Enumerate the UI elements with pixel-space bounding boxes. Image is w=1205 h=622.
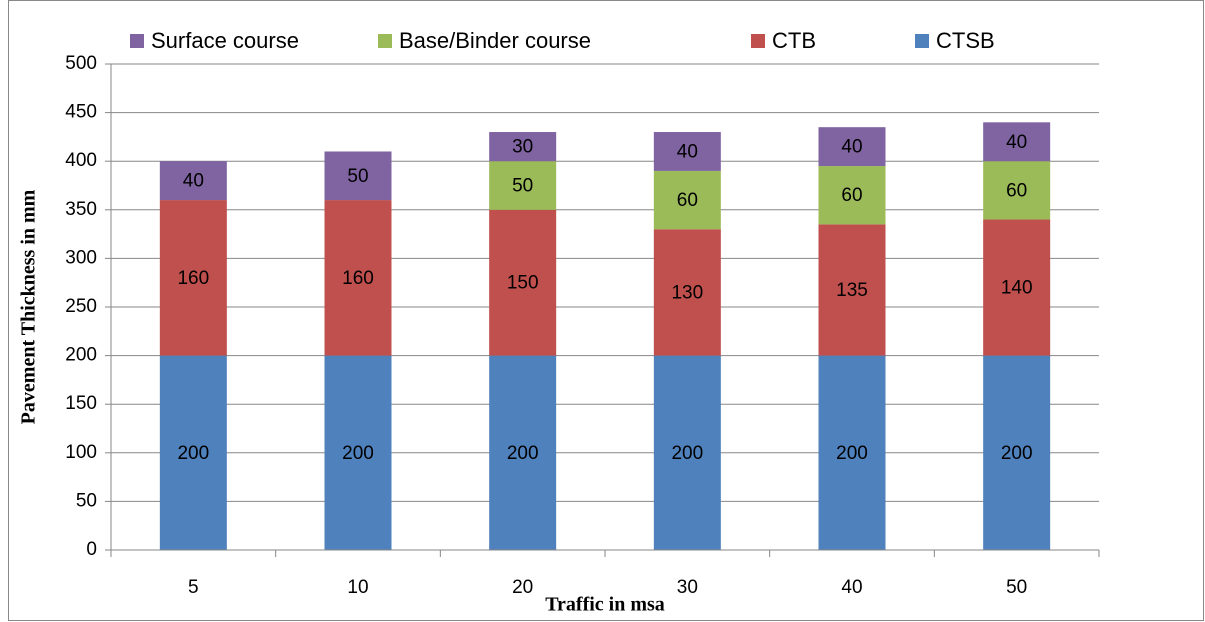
legend-swatch: [130, 34, 144, 48]
data-label: 160: [177, 268, 209, 289]
bar-segment: [983, 219, 1051, 356]
bar-segment: [159, 161, 227, 201]
bar-segment: [159, 355, 227, 550]
x-tick-label: 10: [347, 577, 368, 598]
data-label: 150: [507, 273, 539, 294]
legend-label: Surface course: [151, 28, 299, 53]
bar-segment: [818, 166, 886, 225]
legend-label: Base/Binder course: [399, 28, 591, 53]
y-tick-label: 500: [65, 53, 97, 74]
legend-swatch: [751, 34, 765, 48]
x-tick-label: 30: [677, 577, 698, 598]
x-tick-label: 40: [841, 577, 862, 598]
y-axis-title: Pavement Thickness in mm: [18, 189, 40, 424]
data-label: 160: [342, 268, 374, 289]
chart-border: [8, 0, 1204, 621]
legend-swatch: [915, 34, 929, 48]
data-label: 200: [836, 443, 868, 464]
y-tick-label: 100: [65, 442, 97, 463]
bar-segment: [818, 355, 886, 550]
data-label: 40: [1006, 132, 1027, 153]
bar-segment: [983, 355, 1051, 550]
y-tick-label: 200: [65, 345, 97, 366]
bar-segment: [324, 151, 392, 201]
bar-segment: [983, 122, 1051, 162]
y-tick-label: 50: [76, 490, 97, 511]
data-label: 130: [671, 282, 703, 303]
bar-segment: [489, 209, 557, 356]
y-tick-label: 350: [65, 199, 97, 220]
bar-segment: [653, 170, 721, 230]
bar-segment: [324, 355, 392, 550]
x-axis-title: Traffic in msa: [545, 594, 665, 616]
y-tick-label: 150: [65, 393, 97, 414]
y-tick-label: 250: [65, 296, 97, 317]
legend-swatch: [378, 34, 392, 48]
bar-segment: [983, 161, 1051, 220]
data-label: 40: [183, 171, 204, 192]
bar-segment: [818, 127, 886, 167]
bar-segment: [653, 132, 721, 171]
data-label: 50: [347, 166, 368, 187]
bar-segment: [489, 355, 557, 550]
data-label: 200: [177, 443, 209, 464]
data-label: 135: [836, 280, 868, 301]
x-tick-label: 5: [188, 577, 199, 598]
data-label: 200: [507, 443, 539, 464]
bar-segment: [653, 355, 721, 550]
y-tick-label: 300: [65, 247, 97, 268]
data-label: 50: [512, 176, 533, 197]
legend-label: CTB: [772, 28, 816, 53]
y-tick-label: 400: [65, 150, 97, 171]
legend-label: CTSB: [936, 28, 995, 53]
data-label: 200: [1001, 443, 1033, 464]
data-label: 200: [671, 443, 703, 464]
bar-segment: [818, 224, 886, 356]
y-tick-label: 0: [86, 539, 97, 560]
data-label: 40: [841, 137, 862, 158]
bar-segment: [653, 229, 721, 356]
bar-segment: [159, 200, 227, 356]
bar-segment: [324, 200, 392, 356]
x-tick-label: 50: [1006, 577, 1027, 598]
data-label: 60: [841, 185, 862, 206]
bar-segment: [489, 132, 557, 162]
y-tick-label: 450: [65, 102, 97, 123]
data-label: 60: [1006, 180, 1027, 201]
x-tick-label: 20: [512, 577, 533, 598]
data-label: 200: [342, 443, 374, 464]
data-label: 140: [1001, 278, 1033, 299]
data-label: 40: [677, 141, 698, 162]
bar-segment: [489, 161, 557, 210]
data-label: 30: [512, 137, 533, 158]
data-label: 60: [677, 190, 698, 211]
